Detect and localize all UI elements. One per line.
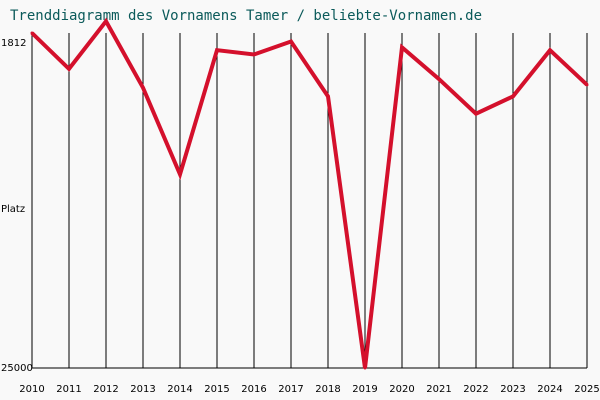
x-tick-label-2011: 2011	[56, 384, 81, 395]
data-point-2013	[141, 86, 145, 90]
y-axis-bottom-label: 25000	[1, 363, 33, 374]
data-point-2024	[548, 48, 552, 52]
y-tick-label-top: 1812	[1, 38, 26, 49]
data-point-2014	[178, 172, 182, 176]
x-tick-label-2015: 2015	[204, 384, 229, 395]
data-point-2012	[104, 19, 108, 23]
series-line-0	[30, 17, 589, 369]
chart-title: Trenddiagramm des Vornamens Tamer / beli…	[10, 8, 483, 24]
data-point-2011	[67, 67, 71, 71]
data-point-2016	[252, 52, 256, 56]
x-tick-label-2016: 2016	[241, 384, 266, 395]
y-axis-label: Platz	[1, 204, 25, 215]
x-tick-label-2012: 2012	[93, 384, 118, 395]
x-tick-label-2017: 2017	[278, 384, 303, 395]
data-point-2021	[437, 77, 441, 81]
x-tick-label-2023: 2023	[500, 384, 525, 395]
data-point-2020	[400, 45, 404, 49]
data-point-2017	[289, 39, 293, 43]
data-point-2023	[511, 94, 515, 98]
data-point-2018	[326, 94, 330, 98]
x-tick-label-2021: 2021	[426, 384, 451, 395]
data-point-2010	[30, 31, 34, 35]
x-tick-label-2025: 2025	[574, 384, 599, 395]
x-tick-label-2018: 2018	[315, 384, 340, 395]
x-tick-label-2024: 2024	[537, 384, 562, 395]
data-point-2025	[585, 83, 589, 87]
x-tick-label-2022: 2022	[463, 384, 488, 395]
data-point-2019	[363, 366, 367, 370]
x-tick-label-2010: 2010	[19, 384, 44, 395]
data-point-2022	[474, 112, 478, 116]
x-tick-label-2020: 2020	[389, 384, 414, 395]
data-point-2015	[215, 48, 219, 52]
x-tick-label-2014: 2014	[167, 384, 192, 395]
x-tick-label-2013: 2013	[130, 384, 155, 395]
x-tick-label-2019: 2019	[352, 384, 377, 395]
